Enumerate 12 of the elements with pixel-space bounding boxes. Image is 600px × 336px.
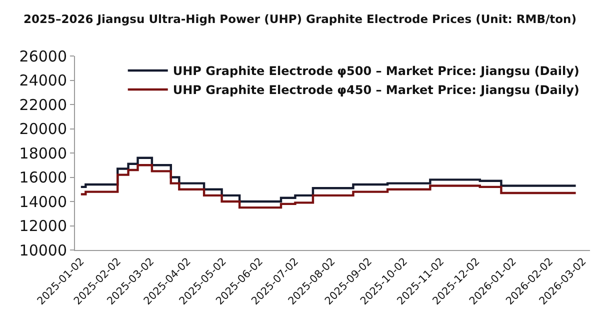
chart-title: 2025–2026 Jiangsu Ultra-High Power (UHP) Graphite Electrode Prices (Unit: RMB/ton): [24, 12, 576, 26]
y-tick-label: 20000: [19, 120, 67, 138]
y-tick-label: 12000: [19, 217, 67, 235]
y-tick-label: 14000: [19, 192, 67, 211]
legend-label: UHP Graphite Electrode φ500 – Market Price: Jiangsu (Daily): [172, 64, 580, 78]
y-tick-label: 24000: [19, 72, 67, 90]
y-tick-label: 10000: [19, 241, 67, 260]
y-tick-label: 18000: [19, 144, 67, 162]
y-tick-label: 22000: [19, 96, 67, 114]
y-tick-label: 16000: [19, 168, 67, 186]
legend-label: UHP Graphite Electrode φ450 – Market Price: Jiangsu (Daily): [172, 83, 580, 98]
y-tick-label: 26000: [19, 47, 67, 66]
